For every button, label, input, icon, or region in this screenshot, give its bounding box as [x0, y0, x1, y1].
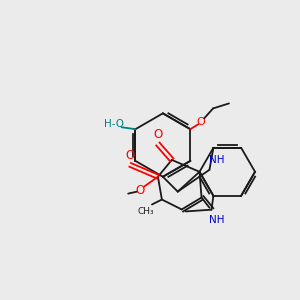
Text: NH: NH: [208, 214, 224, 225]
Text: O: O: [197, 117, 206, 127]
Text: O: O: [153, 128, 163, 141]
Text: H-O: H-O: [103, 119, 124, 129]
Text: O: O: [126, 149, 135, 162]
Text: O: O: [136, 184, 145, 197]
Text: NH: NH: [208, 155, 224, 165]
Text: CH₃: CH₃: [138, 207, 154, 216]
